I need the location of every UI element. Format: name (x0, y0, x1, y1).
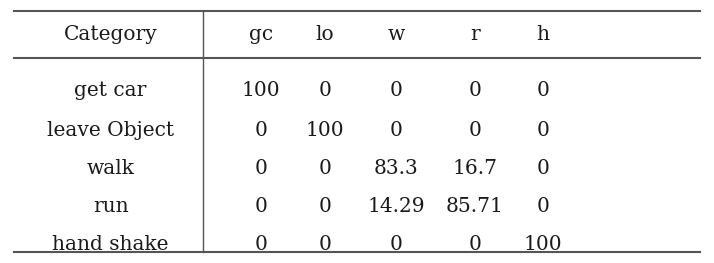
Text: 0: 0 (254, 159, 267, 178)
Text: 14.29: 14.29 (368, 197, 425, 216)
Text: h: h (536, 25, 549, 44)
Text: Category: Category (64, 25, 158, 44)
Text: 0: 0 (254, 197, 267, 216)
Text: 0: 0 (390, 121, 403, 140)
Text: 0: 0 (468, 121, 481, 140)
Text: leave Object: leave Object (47, 121, 174, 140)
Text: 0: 0 (390, 81, 403, 100)
Text: 100: 100 (523, 235, 562, 254)
Text: run: run (93, 197, 129, 216)
Text: 0: 0 (536, 197, 549, 216)
Text: 0: 0 (318, 235, 331, 254)
Text: gc: gc (248, 25, 273, 44)
Text: lo: lo (316, 25, 334, 44)
Text: get car: get car (74, 81, 147, 100)
Text: 0: 0 (536, 121, 549, 140)
Text: 0: 0 (468, 235, 481, 254)
Text: 0: 0 (254, 235, 267, 254)
Text: 0: 0 (318, 81, 331, 100)
Text: 100: 100 (306, 121, 344, 140)
Text: 0: 0 (318, 159, 331, 178)
Text: r: r (470, 25, 480, 44)
Text: 0: 0 (318, 197, 331, 216)
Text: 100: 100 (241, 81, 280, 100)
Text: 0: 0 (536, 159, 549, 178)
Text: 16.7: 16.7 (452, 159, 498, 178)
Text: hand shake: hand shake (52, 235, 169, 254)
Text: walk: walk (86, 159, 135, 178)
Text: 83.3: 83.3 (374, 159, 418, 178)
Text: 85.71: 85.71 (446, 197, 504, 216)
Text: w: w (388, 25, 405, 44)
Text: 0: 0 (254, 121, 267, 140)
Text: 0: 0 (468, 81, 481, 100)
Text: 0: 0 (390, 235, 403, 254)
Text: 0: 0 (536, 81, 549, 100)
